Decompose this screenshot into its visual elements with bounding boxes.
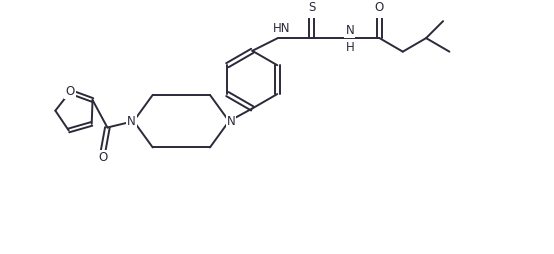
Text: N: N [127,115,136,128]
Text: HN: HN [273,22,291,35]
Text: N: N [346,24,354,37]
Text: O: O [99,151,108,164]
Text: H: H [346,41,354,55]
Text: S: S [308,1,315,14]
Text: N: N [227,115,235,128]
Text: O: O [65,85,75,98]
Text: O: O [375,1,384,14]
